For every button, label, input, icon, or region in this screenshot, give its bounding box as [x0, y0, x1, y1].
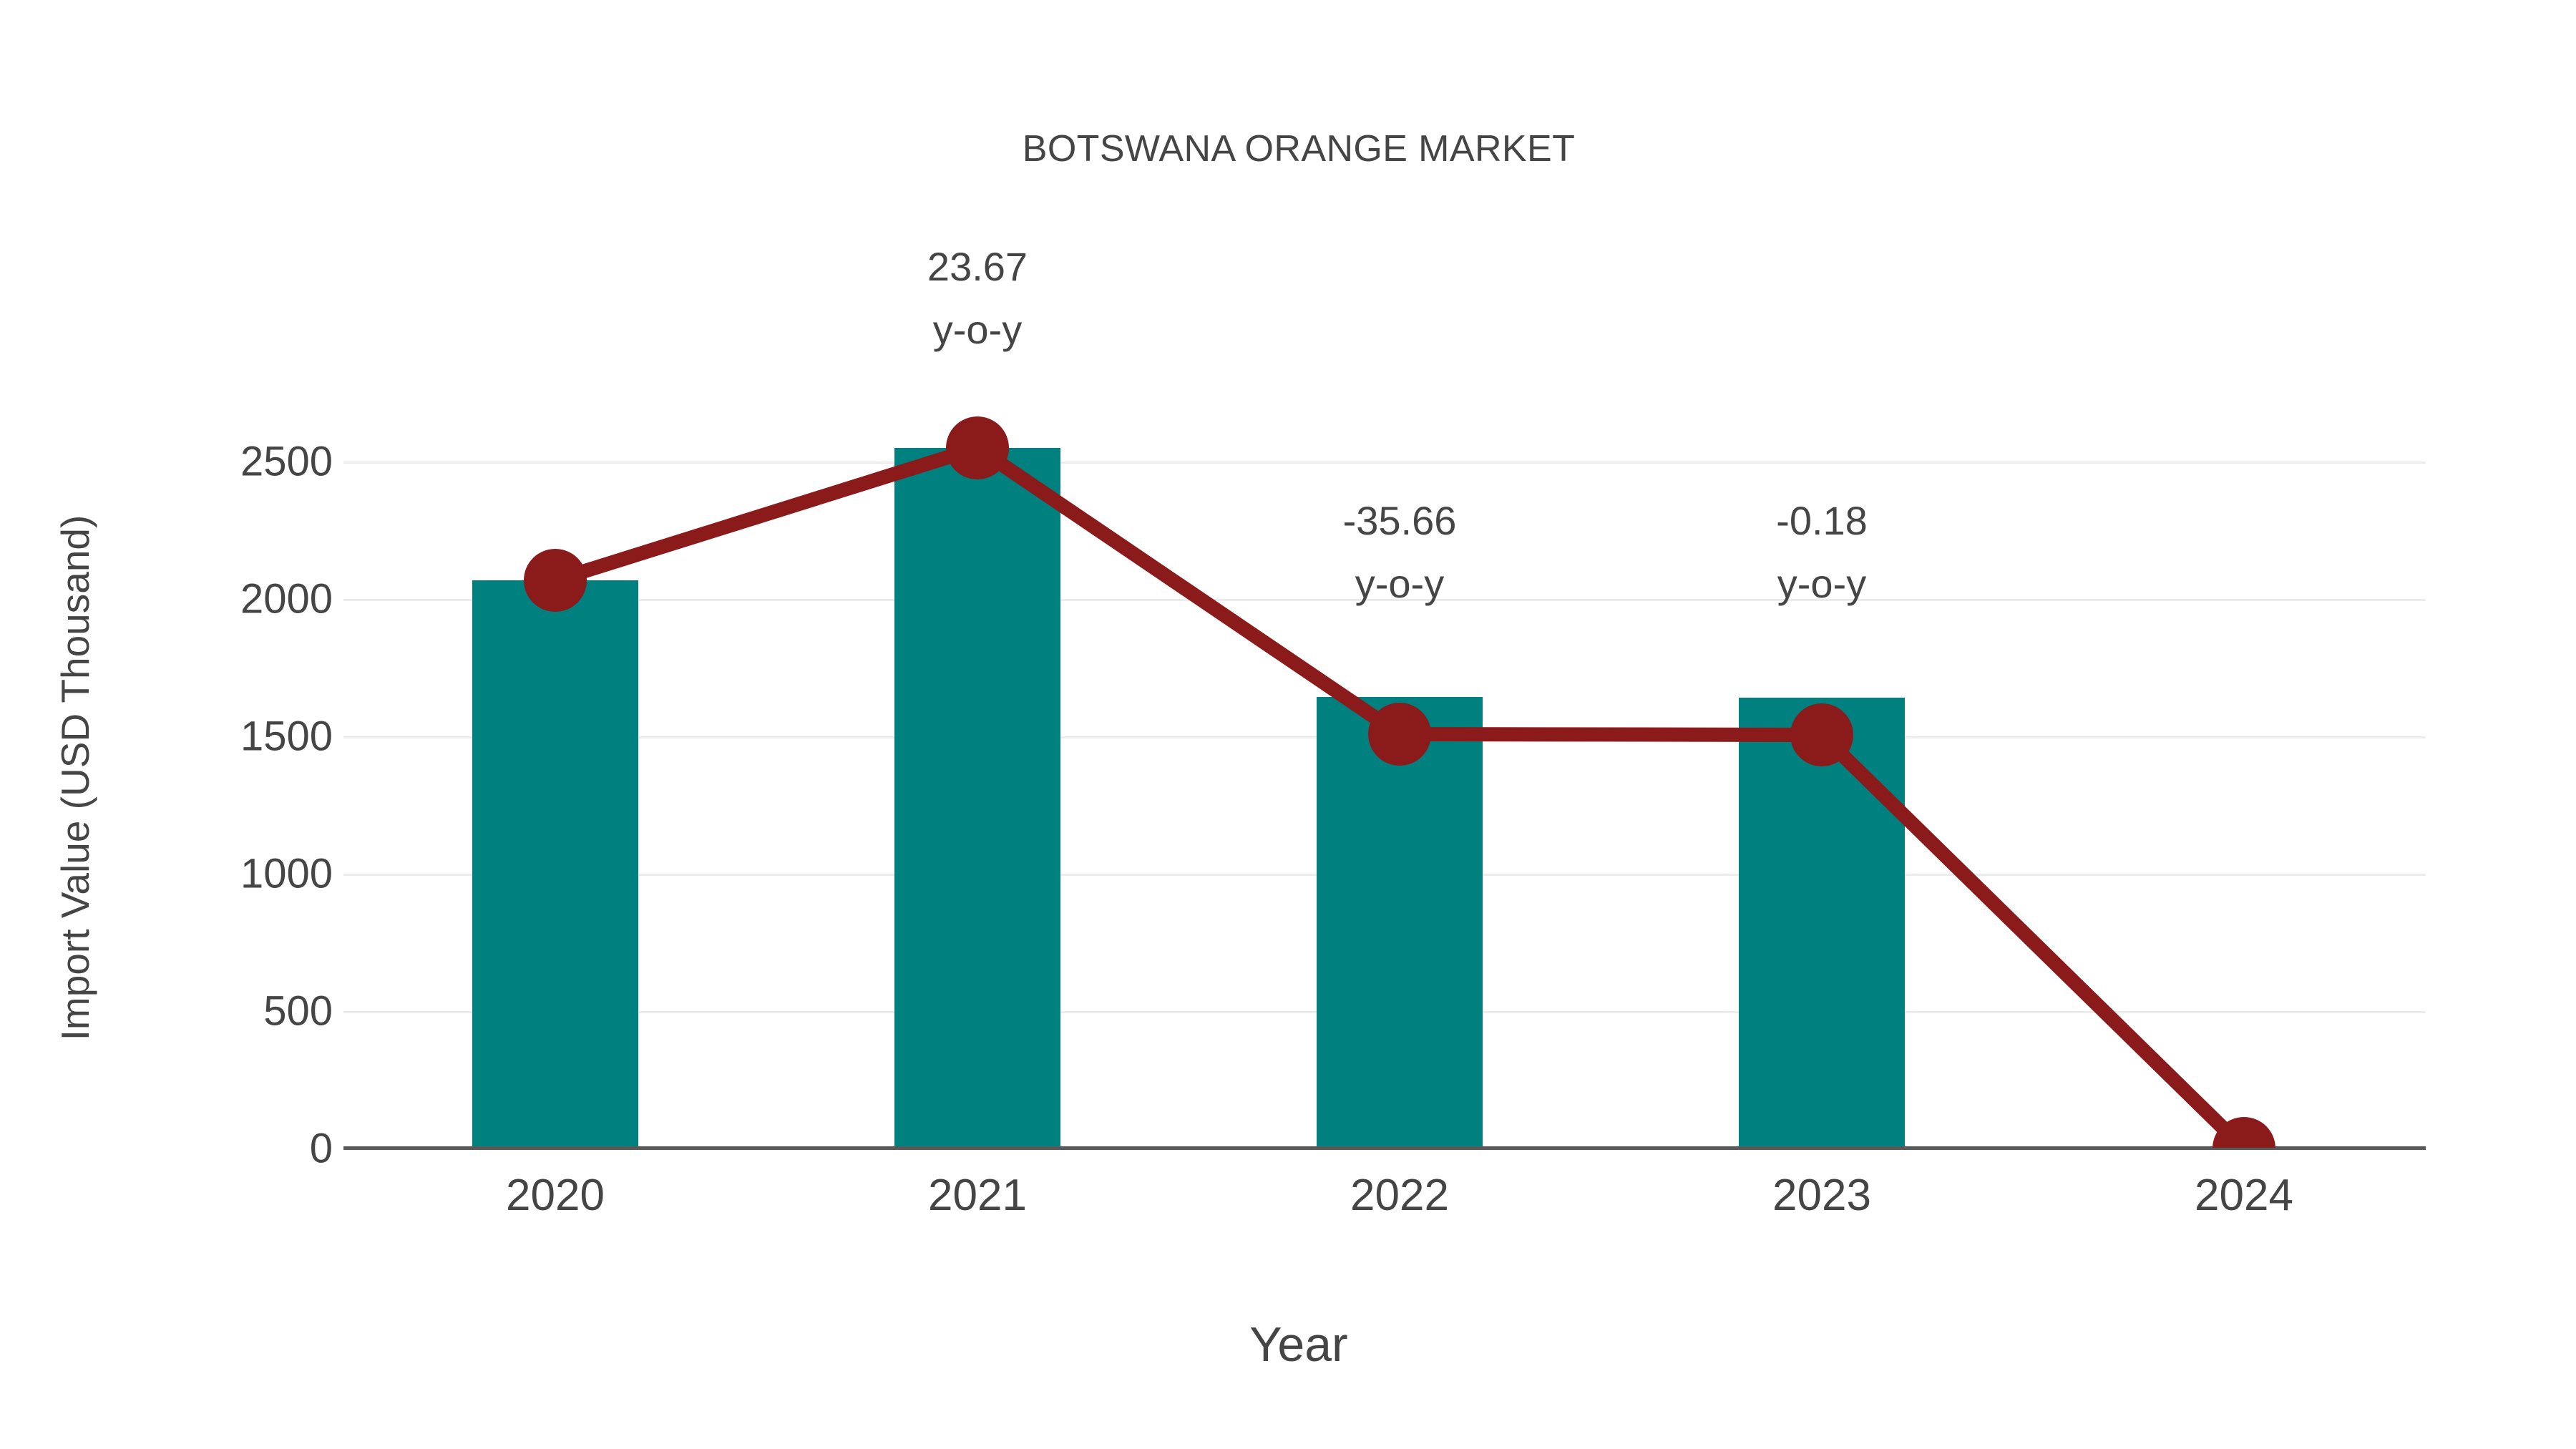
annotation-2022-value: -35.66 — [1342, 498, 1457, 543]
y-axis-title: Import Value (USD Thousand) — [53, 514, 97, 1041]
x-axis-line — [343, 1146, 2426, 1150]
annotation-2022-unit: y-o-y — [1355, 561, 1445, 606]
x-tick-2023: 2023 — [1772, 1171, 1871, 1220]
annotation-2021-value: 23.67 — [927, 244, 1028, 289]
annotation-2023-value: -0.18 — [1776, 498, 1868, 543]
bar-2023[interactable] — [1739, 698, 1905, 1148]
annotation-2022: -35.66 y-o-y — [1199, 501, 1600, 604]
bar-2021[interactable] — [894, 448, 1060, 1148]
bar-2022[interactable] — [1317, 697, 1483, 1148]
y-tick-2000: 2000 — [240, 575, 333, 623]
y-tick-500: 500 — [263, 987, 333, 1035]
annotation-2023: -0.18 y-o-y — [1621, 501, 2022, 604]
annotation-2023-unit: y-o-y — [1777, 561, 1867, 606]
x-axis-title: Year — [1249, 1317, 1348, 1372]
x-tick-2021: 2021 — [928, 1171, 1027, 1220]
chart-title: BOTSWANA ORANGE MARKET — [1022, 128, 1576, 170]
gridline-2500 — [343, 462, 2426, 464]
x-tick-2024: 2024 — [2195, 1171, 2293, 1220]
annotation-2021: 23.67 y-o-y — [777, 247, 1178, 350]
x-tick-2022: 2022 — [1350, 1171, 1449, 1220]
x-tick-2020: 2020 — [506, 1171, 605, 1220]
annotation-2021-unit: y-o-y — [932, 307, 1023, 352]
y-tick-1000: 1000 — [240, 850, 333, 897]
y-tick-0: 0 — [309, 1125, 333, 1172]
y-tick-2500: 2500 — [240, 438, 333, 485]
bar-2020[interactable] — [472, 580, 638, 1148]
y-tick-1500: 1500 — [240, 713, 333, 760]
